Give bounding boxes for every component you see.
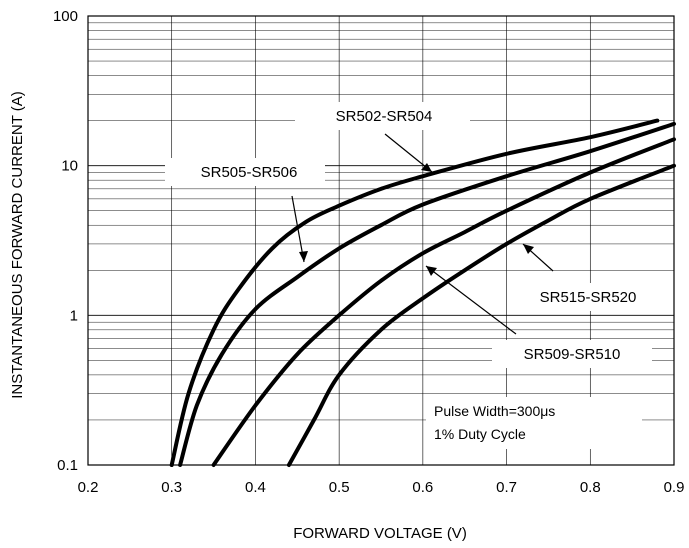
tick-labels: 0.2 0.3 0.4 0.5 0.6 0.7 0.8 0.9 0.1 1 10 100	[53, 8, 684, 496]
note-bg	[426, 397, 642, 449]
series-line-sr502-sr504	[169, 118, 660, 467]
series-line-sr509-sr510	[211, 137, 676, 467]
sr502-arrow	[384, 133, 433, 173]
sr509-label-bg	[492, 340, 652, 368]
y-tick-label: 10	[61, 158, 78, 175]
series-line-sr515-sr520	[286, 163, 676, 467]
series-line-sr505-sr506	[178, 121, 676, 467]
sr515-arrowhead	[523, 244, 534, 254]
y-tick-label: 0.1	[57, 457, 78, 474]
sr505-label-bg	[165, 158, 325, 186]
sr509-arrow	[425, 265, 517, 335]
sr515-label-bg	[510, 283, 668, 311]
x-tick-label: 0.2	[78, 479, 99, 496]
y-axis-title: INSTANTANEOUS FORWARD CURRENT (A)	[9, 91, 26, 399]
duty-cycle-note: 1% Duty Cycle	[434, 426, 526, 442]
curves	[169, 118, 676, 467]
sr502-label: SR502-SR504	[336, 108, 433, 125]
x-tick-label: 0.7	[496, 479, 517, 496]
x-tick-label: 0.8	[580, 479, 601, 496]
x-tick-label: 0.5	[329, 479, 350, 496]
y-tick-label: 1	[70, 307, 78, 324]
sr509-label: SR509-SR510	[524, 346, 621, 363]
y-tick-label: 100	[53, 8, 78, 25]
sr515-label: SR515-SR520	[540, 289, 637, 306]
sr505-arrowhead	[299, 251, 308, 262]
plot-frame	[87, 15, 675, 466]
sr509-arrowhead	[426, 266, 437, 276]
sr505-arrow	[291, 195, 305, 263]
sr502-label-bg	[295, 102, 470, 130]
x-tick-label: 0.6	[412, 479, 433, 496]
sr505-label: SR505-SR506	[201, 164, 298, 181]
annotations: SR502-SR504 SR505-SR506 SR515-SR520 SR50…	[165, 102, 668, 449]
pulse-width-note: Pulse Width=300μs	[434, 403, 555, 419]
x-tick-label: 0.3	[161, 479, 182, 496]
x-tick-label: 0.9	[664, 479, 685, 496]
sr502-arrowhead	[421, 163, 432, 172]
x-axis-title: FORWARD VOLTAGE (V)	[293, 525, 467, 542]
x-tick-label: 0.4	[245, 479, 266, 496]
